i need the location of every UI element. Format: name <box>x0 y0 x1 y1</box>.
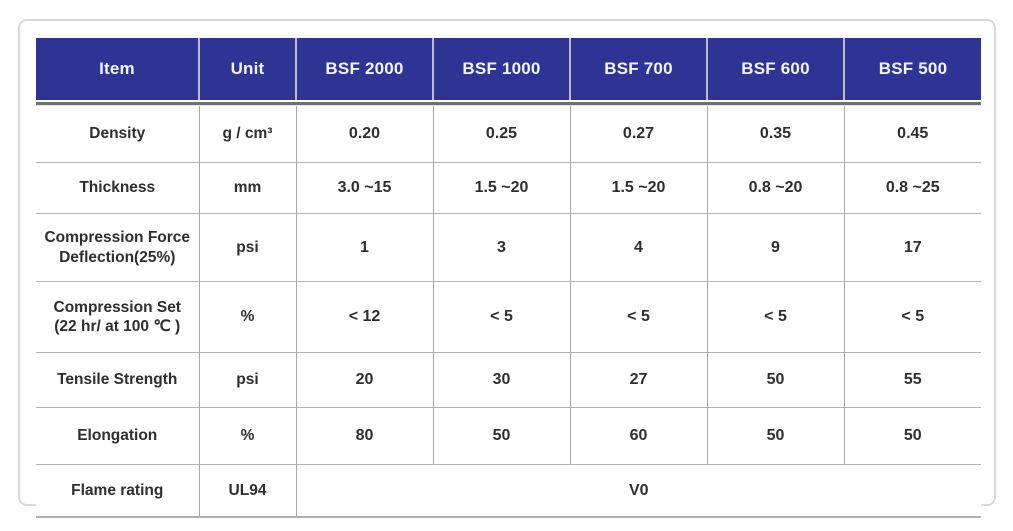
value-cell: 1 <box>295 213 433 282</box>
value-cell: 30 <box>432 352 570 408</box>
header-cell-bsf2000: BSF 2000 <box>295 38 433 100</box>
table-row-thickness: Thickness mm 3.0 ~15 1.5 ~20 1.5 ~20 0.8… <box>36 162 981 214</box>
value-cell: < 5 <box>569 281 707 353</box>
value-cell: 0.8 ~25 <box>843 162 981 214</box>
value-cell: 1.5 ~20 <box>432 162 570 214</box>
value-cell: 17 <box>843 213 981 282</box>
unit-label: psi <box>198 213 296 282</box>
table-row-elongation: Elongation % 80 50 60 50 50 <box>36 407 981 465</box>
item-label: Thickness <box>36 162 199 214</box>
unit-label: g / cm³ <box>198 106 296 163</box>
unit-label: % <box>198 407 296 465</box>
header-separator <box>36 100 981 106</box>
header-cell-bsf700: BSF 700 <box>569 38 707 100</box>
spec-table: Item Unit BSF 2000 BSF 1000 BSF 700 BSF … <box>36 38 981 518</box>
item-label: Tensile Strength <box>36 352 199 408</box>
item-label: Elongation <box>36 407 199 465</box>
value-cell: 80 <box>295 407 433 465</box>
value-cell: 0.27 <box>569 106 707 163</box>
value-cell: 50 <box>706 407 844 465</box>
unit-label: % <box>198 281 296 353</box>
item-label: Compression Force Deflection(25%) <box>36 213 199 282</box>
header-cell-bsf500: BSF 500 <box>843 38 981 100</box>
table-row-tensile-strength: Tensile Strength psi 20 30 27 50 55 <box>36 352 981 408</box>
item-label: Density <box>36 106 199 163</box>
value-cell: 50 <box>432 407 570 465</box>
value-cell: 9 <box>706 213 844 282</box>
value-cell: 55 <box>843 352 981 408</box>
value-cell: 3 <box>432 213 570 282</box>
table-header: Item Unit BSF 2000 BSF 1000 BSF 700 BSF … <box>36 38 981 100</box>
value-cell: 0.20 <box>295 106 433 163</box>
unit-label: mm <box>198 162 296 214</box>
spec-table-card: Item Unit BSF 2000 BSF 1000 BSF 700 BSF … <box>18 19 996 518</box>
value-cell: 27 <box>569 352 707 408</box>
value-cell: 20 <box>295 352 433 408</box>
value-cell: 0.45 <box>843 106 981 163</box>
value-cell: < 5 <box>706 281 844 353</box>
table-row-compression-force-deflection: Compression Force Deflection(25%) psi 1 … <box>36 213 981 282</box>
header-cell-item: Item <box>36 38 199 100</box>
unit-label: psi <box>198 352 296 408</box>
table-row-density: Density g / cm³ 0.20 0.25 0.27 0.35 0.45 <box>36 106 981 163</box>
value-cell: 60 <box>569 407 707 465</box>
item-label: Compression Set (22 hr/ at 100 ℃ ) <box>36 281 199 353</box>
value-cell: 0.35 <box>706 106 844 163</box>
value-cell: < 5 <box>432 281 570 353</box>
value-cell: < 12 <box>295 281 433 353</box>
value-cell: 50 <box>843 407 981 465</box>
value-cell: 0.25 <box>432 106 570 163</box>
value-cell: 50 <box>706 352 844 408</box>
header-cell-bsf600: BSF 600 <box>706 38 844 100</box>
table-row-compression-set: Compression Set (22 hr/ at 100 ℃ ) % < 1… <box>36 281 981 353</box>
header-cell-unit: Unit <box>198 38 296 100</box>
value-cell: 1.5 ~20 <box>569 162 707 214</box>
value-cell: < 5 <box>843 281 981 353</box>
unit-label: UL94 <box>198 464 296 518</box>
header-cell-bsf1000: BSF 1000 <box>432 38 570 100</box>
value-cell: 0.8 ~20 <box>706 162 844 214</box>
header-row: Item Unit BSF 2000 BSF 1000 BSF 700 BSF … <box>36 38 981 100</box>
header-separator-line <box>36 100 981 106</box>
value-cell: 3.0 ~15 <box>295 162 433 214</box>
merged-value-cell: V0 <box>295 464 981 518</box>
table-row-flame-rating: Flame rating UL94 V0 <box>36 464 981 518</box>
item-label: Flame rating <box>36 464 199 518</box>
value-cell: 4 <box>569 213 707 282</box>
